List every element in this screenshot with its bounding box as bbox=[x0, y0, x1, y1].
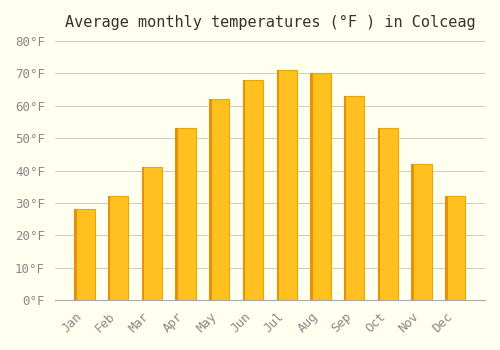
Bar bbox=[276, 70, 297, 300]
Bar bbox=[445, 196, 466, 300]
Bar bbox=[74, 209, 76, 300]
Bar bbox=[378, 128, 380, 300]
Bar bbox=[176, 128, 178, 300]
Bar bbox=[378, 128, 398, 300]
Bar bbox=[176, 128, 196, 300]
Bar bbox=[310, 73, 313, 300]
Bar bbox=[209, 99, 230, 300]
Bar bbox=[276, 70, 279, 300]
Bar bbox=[74, 209, 94, 300]
Title: Average monthly temperatures (°F ) in Colceag: Average monthly temperatures (°F ) in Co… bbox=[64, 15, 475, 30]
Bar bbox=[209, 99, 212, 300]
Bar bbox=[108, 196, 128, 300]
Bar bbox=[344, 96, 364, 300]
Bar bbox=[108, 196, 110, 300]
Bar bbox=[445, 196, 448, 300]
Bar bbox=[142, 167, 144, 300]
Bar bbox=[310, 73, 330, 300]
Bar bbox=[412, 164, 432, 300]
Bar bbox=[243, 80, 263, 300]
Bar bbox=[243, 80, 246, 300]
Bar bbox=[142, 167, 162, 300]
Bar bbox=[412, 164, 414, 300]
Bar bbox=[344, 96, 346, 300]
